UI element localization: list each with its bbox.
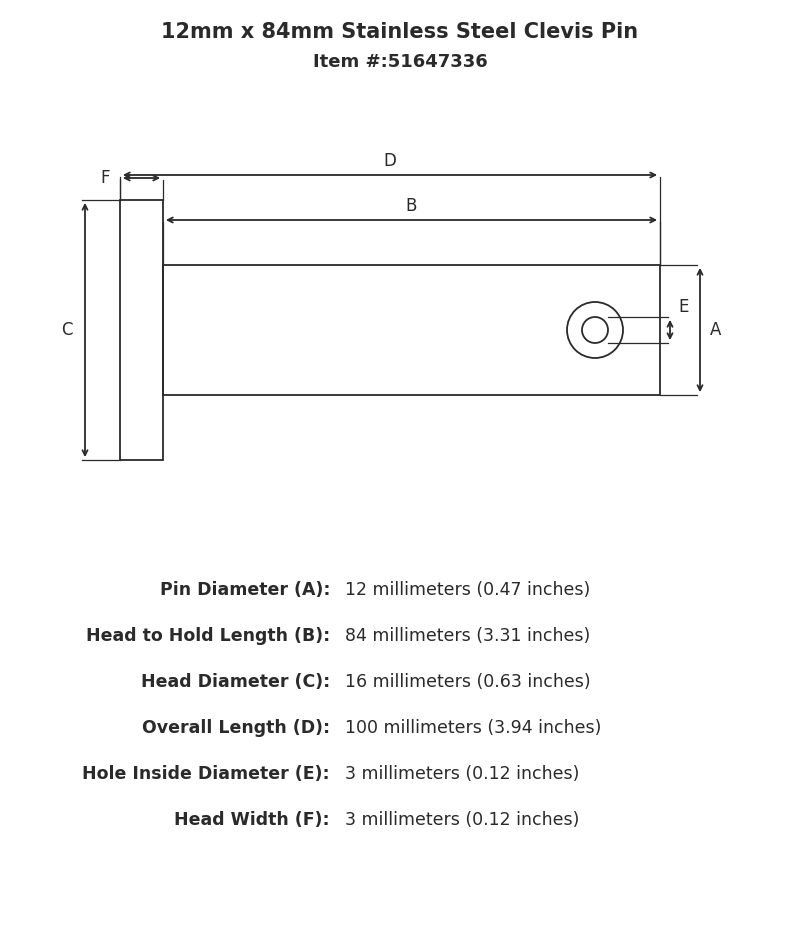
Text: 3 millimeters (0.12 inches): 3 millimeters (0.12 inches) [345, 811, 579, 829]
Text: 12 millimeters (0.47 inches): 12 millimeters (0.47 inches) [345, 581, 590, 599]
Text: 84 millimeters (3.31 inches): 84 millimeters (3.31 inches) [345, 627, 590, 645]
Text: E: E [679, 298, 689, 316]
Text: F: F [101, 169, 110, 187]
Text: Item #:51647336: Item #:51647336 [313, 53, 487, 71]
Text: C: C [62, 321, 73, 339]
Text: B: B [406, 197, 417, 215]
Bar [120, 200, 163, 460]
Text: 12mm x 84mm Stainless Steel Clevis Pin: 12mm x 84mm Stainless Steel Clevis Pin [162, 22, 638, 42]
Text: Overall Length (D):: Overall Length (D): [142, 719, 330, 737]
Text: Head Width (F):: Head Width (F): [174, 811, 330, 829]
Text: Head to Hold Length (B):: Head to Hold Length (B): [86, 627, 330, 645]
Text: D: D [383, 152, 397, 170]
Text: 3 millimeters (0.12 inches): 3 millimeters (0.12 inches) [345, 765, 579, 783]
Text: Pin Diameter (A):: Pin Diameter (A): [159, 581, 330, 599]
Text: 16 millimeters (0.63 inches): 16 millimeters (0.63 inches) [345, 673, 590, 691]
Text: Hole Inside Diameter (E):: Hole Inside Diameter (E): [82, 765, 330, 783]
Text: 100 millimeters (3.94 inches): 100 millimeters (3.94 inches) [345, 719, 602, 737]
Text: Head Diameter (C):: Head Diameter (C): [141, 673, 330, 691]
Text: A: A [710, 321, 722, 339]
Bar [163, 265, 660, 395]
